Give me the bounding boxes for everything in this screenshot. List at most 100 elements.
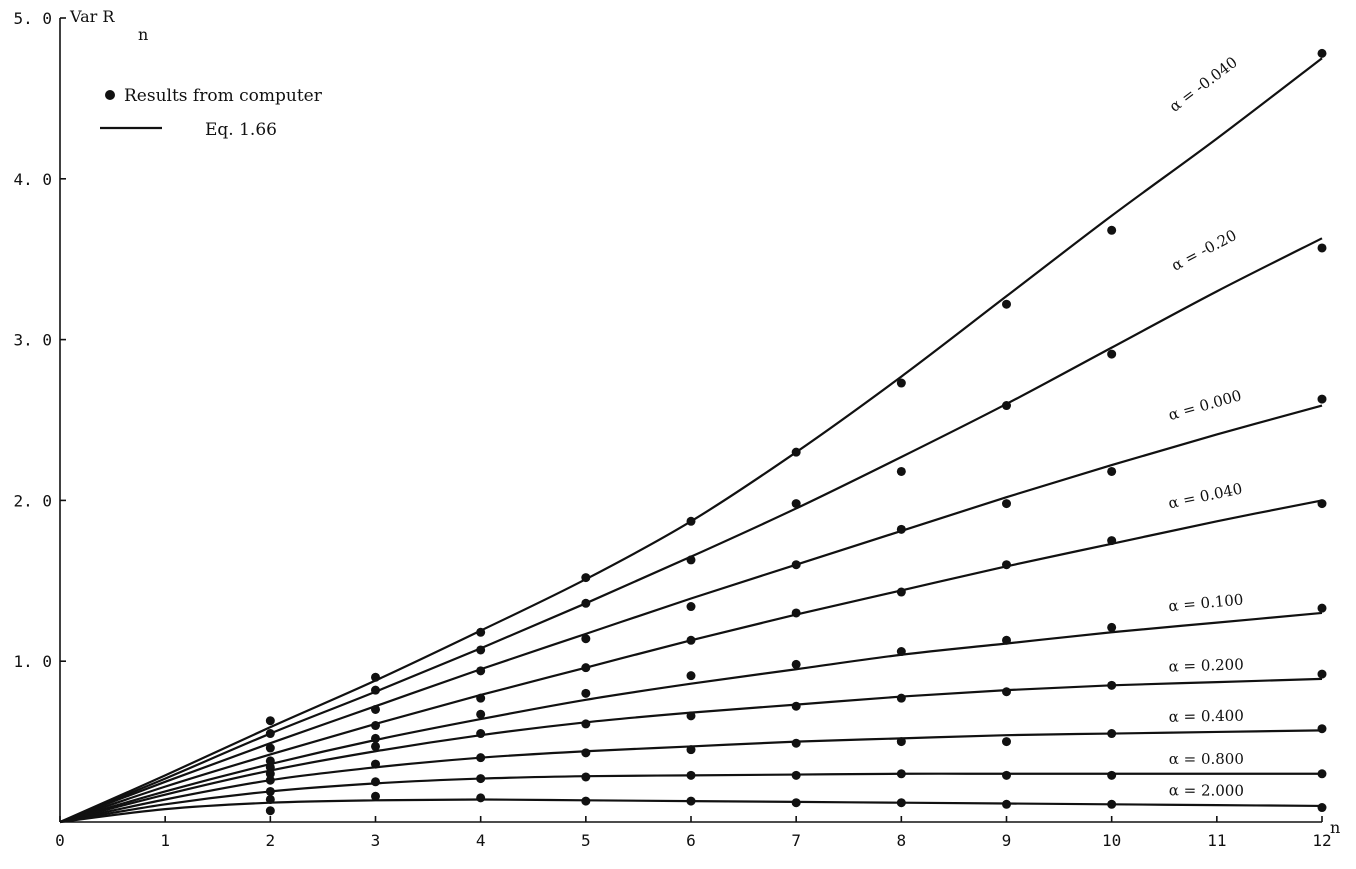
data-point: [1002, 770, 1011, 780]
x-axis-label: n: [1330, 818, 1340, 837]
data-point: [581, 663, 591, 673]
y-axis-label: Var R: [69, 7, 115, 26]
data-point: [1107, 622, 1117, 632]
data-point: [265, 794, 275, 804]
data-point: [1317, 243, 1327, 253]
data-point: [476, 693, 486, 703]
legend-point-marker: [105, 90, 115, 100]
y-tick-label: 2. 0: [13, 491, 52, 510]
data-point: [1107, 536, 1117, 546]
data-point: [896, 737, 906, 747]
series-label: α = 0.200: [1168, 655, 1244, 675]
data-point: [476, 793, 486, 803]
data-point: [265, 806, 275, 816]
series-label: α = 0.040: [1167, 480, 1244, 513]
data-point: [371, 721, 380, 731]
data-point: [896, 466, 906, 476]
data-point: [581, 688, 591, 698]
data-point: [265, 756, 275, 766]
data-point: [1002, 799, 1011, 809]
data-point: [1002, 401, 1011, 411]
data-point: [686, 602, 696, 612]
data-point: [791, 608, 801, 618]
data-point: [476, 753, 486, 763]
x-tick-label: 10: [1102, 831, 1121, 850]
x-tick-label: 7: [791, 831, 801, 850]
data-point: [265, 769, 275, 779]
data-point: [686, 796, 696, 806]
series-label: α = 0.400: [1169, 707, 1244, 726]
x-tick-label: 9: [1002, 831, 1012, 850]
data-point: [265, 786, 275, 796]
data-point: [371, 672, 380, 682]
legend: Results from computer Eq. 1.66: [100, 86, 323, 140]
data-point: [1002, 499, 1011, 509]
data-point: [686, 711, 696, 721]
x-tick-label: 12: [1312, 831, 1331, 850]
data-point: [686, 635, 696, 645]
data-point: [581, 772, 591, 782]
data-point: [581, 598, 591, 608]
series-points: [265, 48, 1327, 816]
data-point: [1002, 737, 1011, 747]
data-point: [581, 748, 591, 758]
data-point: [371, 733, 380, 743]
data-point: [371, 685, 380, 695]
data-point: [791, 738, 801, 748]
series-lines: [59, 57, 1323, 824]
data-point: [791, 659, 801, 669]
x-tick-label: 0: [55, 831, 65, 850]
data-point: [791, 770, 801, 780]
data-point: [265, 729, 275, 739]
x-tick-label: 2: [266, 831, 276, 850]
series-label: α = 0.800: [1169, 750, 1244, 768]
x-tick-label: 3: [371, 831, 381, 850]
data-point: [1002, 635, 1011, 645]
data-point: [1317, 724, 1327, 734]
data-point: [476, 729, 486, 739]
data-point: [1317, 803, 1327, 813]
data-point: [371, 759, 380, 769]
data-point: [265, 775, 275, 785]
x-tick-label: 11: [1207, 831, 1226, 850]
data-point: [896, 769, 906, 779]
data-point: [896, 647, 906, 657]
data-point: [791, 447, 801, 457]
data-point: [1107, 729, 1117, 739]
data-point: [791, 560, 801, 570]
series-label: α = -0.20: [1168, 226, 1239, 275]
data-point: [896, 693, 906, 703]
series-labels: α = -0.040 α = -0.20 α = 0.000 α = 0.040 α =…: [1166, 53, 1244, 800]
data-point: [265, 762, 275, 772]
legend-points-label: Results from computer: [124, 86, 323, 106]
data-point: [1317, 394, 1327, 404]
data-point: [581, 719, 591, 729]
data-point: [581, 634, 591, 644]
y-tick-label: 4. 0: [13, 170, 52, 189]
data-point: [1317, 603, 1327, 613]
series-line: [59, 237, 1323, 824]
data-point: [1107, 225, 1117, 235]
data-point: [581, 573, 591, 583]
data-point: [1002, 299, 1011, 309]
data-point: [371, 704, 380, 714]
data-point: [791, 701, 801, 711]
data-point: [1002, 560, 1011, 570]
x-tick-label: 5: [581, 831, 591, 850]
legend-line-label: Eq. 1.66: [205, 120, 277, 140]
data-point: [686, 555, 696, 565]
data-point: [476, 709, 486, 719]
data-point: [1317, 669, 1327, 679]
data-point: [1107, 466, 1117, 476]
data-point: [686, 745, 696, 755]
x-ticks: 0 1 2 3 4 5 6 7 8 9 10 11 12: [55, 816, 1332, 850]
x-tick-label: 8: [897, 831, 907, 850]
data-point: [896, 378, 906, 388]
data-point: [686, 770, 696, 780]
data-point: [371, 741, 380, 751]
data-point: [896, 798, 906, 808]
series-label: α = 0.100: [1168, 590, 1245, 615]
x-tick-label: 6: [686, 831, 696, 850]
series-label: α = -0.040: [1166, 53, 1241, 116]
